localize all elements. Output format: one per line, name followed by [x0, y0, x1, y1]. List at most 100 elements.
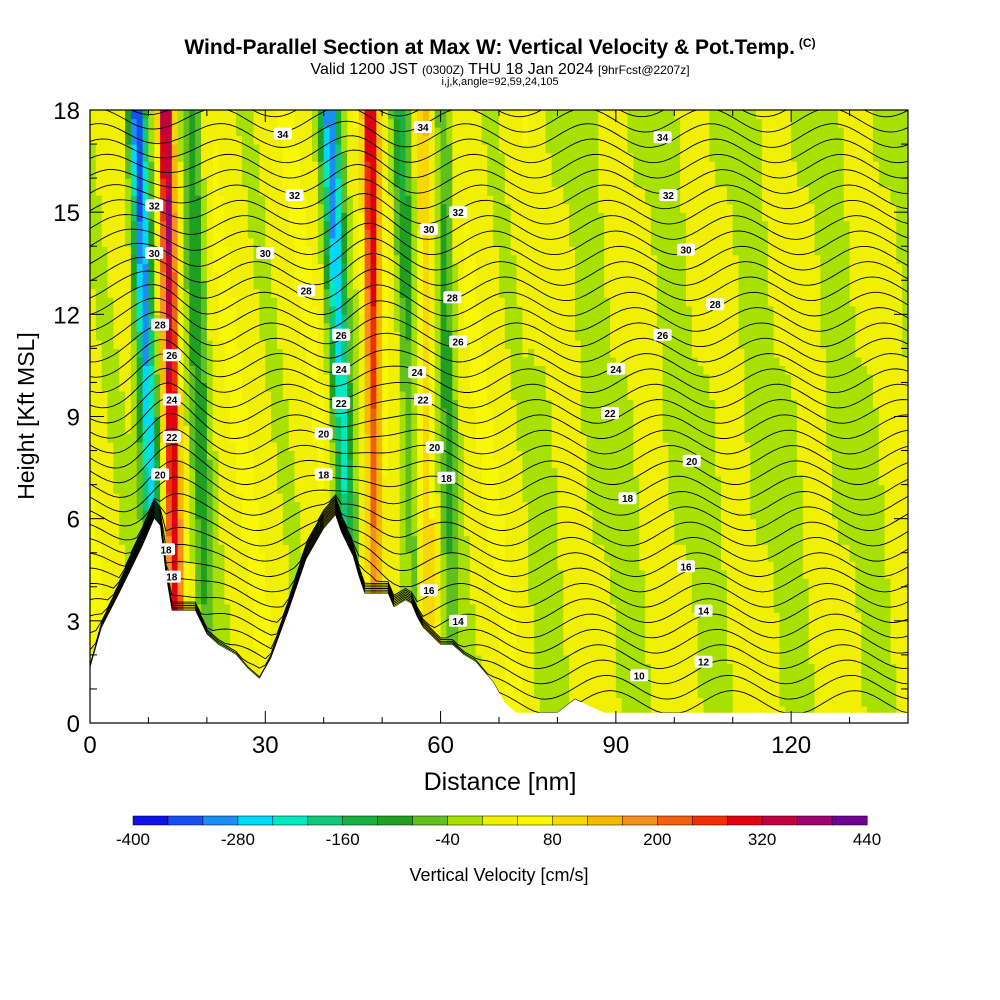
- field-cell: [300, 510, 307, 520]
- field-cell: [113, 297, 120, 307]
- field-cell: [259, 561, 266, 571]
- field-cell: [481, 356, 488, 366]
- field-cell: [90, 212, 97, 222]
- field-cell: [195, 450, 202, 460]
- field-cell: [335, 425, 342, 435]
- field-cell: [166, 246, 173, 256]
- field-cell: [446, 305, 453, 315]
- field-cell: [417, 356, 424, 366]
- field-cell: [370, 271, 377, 281]
- field-cell: [218, 314, 225, 324]
- field-cell: [212, 433, 220, 443]
- field-cell: [317, 203, 325, 213]
- field-cell: [247, 339, 255, 349]
- field-cell: [469, 203, 477, 213]
- field-cell: [154, 229, 161, 239]
- field-cell: [206, 263, 214, 273]
- field-cell: [90, 467, 97, 477]
- field-cell: [130, 391, 138, 401]
- field-cell: [347, 144, 354, 154]
- field-cell: [382, 186, 389, 196]
- field-cell: [493, 612, 500, 622]
- field-cell: [90, 391, 97, 401]
- field-cell: [113, 212, 120, 222]
- field-cell: [259, 518, 266, 528]
- field-cell: [411, 433, 418, 443]
- field-cell: [125, 254, 132, 264]
- field-cell: [224, 373, 231, 383]
- field-cell: [119, 433, 126, 443]
- field-cell: [452, 518, 459, 528]
- field-cell: [119, 280, 126, 290]
- field-cell: [247, 450, 255, 460]
- field-cell: [364, 476, 371, 486]
- field-cell: [218, 110, 225, 120]
- field-cell: [481, 484, 488, 494]
- field-cell: [277, 195, 284, 205]
- field-cell: [241, 637, 249, 647]
- field-cell: [101, 348, 109, 358]
- field-cell: [201, 382, 208, 392]
- field-cell: [206, 144, 214, 154]
- field-cell: [230, 527, 237, 537]
- field-cell: [259, 552, 266, 562]
- field-cell: [224, 331, 231, 341]
- field-cell: [487, 578, 494, 588]
- field-cell: [206, 501, 214, 511]
- field-cell: [130, 203, 138, 213]
- field-cell: [201, 212, 208, 222]
- field-cell: [382, 288, 389, 298]
- field-cell: [481, 552, 488, 562]
- field-cell: [166, 442, 173, 452]
- field-cell: [177, 195, 184, 205]
- field-cell: [352, 484, 360, 494]
- field-cell: [201, 399, 208, 409]
- field-cell: [95, 152, 103, 162]
- field-cell: [469, 399, 477, 409]
- field-cell: [312, 408, 319, 418]
- field-cell: [271, 118, 278, 128]
- field-cell: [294, 433, 301, 443]
- field-cell: [253, 348, 260, 358]
- field-cell: [475, 578, 482, 588]
- field-cell: [259, 620, 266, 630]
- field-cell: [370, 484, 377, 494]
- field-cell: [370, 322, 377, 332]
- field-cell: [113, 459, 120, 469]
- field-cell: [142, 408, 149, 418]
- field-cell: [306, 186, 313, 196]
- field-cell: [393, 203, 401, 213]
- field-cell: [212, 305, 220, 315]
- field-cell: [475, 331, 482, 341]
- field-cell: [347, 433, 354, 443]
- field-cell: [487, 654, 494, 664]
- field-cell: [312, 476, 319, 486]
- field-cell: [95, 552, 103, 562]
- field-cell: [212, 348, 220, 358]
- field-cell: [183, 552, 190, 562]
- field-cell: [352, 144, 360, 154]
- field-cell: [382, 493, 389, 503]
- field-cell: [206, 365, 214, 375]
- field-cell: [300, 365, 307, 375]
- field-cell: [206, 535, 214, 545]
- field-cell: [463, 501, 471, 511]
- field-cell: [440, 595, 447, 605]
- field-cell: [90, 288, 97, 298]
- field-cell: [189, 348, 196, 358]
- field-cell: [329, 314, 336, 324]
- field-cell: [382, 365, 389, 375]
- field-cell: [130, 110, 138, 120]
- field-cell: [393, 314, 401, 324]
- field-cell: [487, 348, 494, 358]
- field-cell: [458, 144, 465, 154]
- field-cell: [469, 612, 477, 622]
- field-cell: [341, 297, 348, 307]
- field-cell: [119, 442, 126, 452]
- field-cell: [177, 408, 184, 418]
- field-cell: [171, 331, 179, 341]
- field-cell: [119, 484, 126, 494]
- field-cell: [440, 620, 447, 630]
- field-cell: [370, 408, 377, 418]
- field-cell: [358, 484, 366, 494]
